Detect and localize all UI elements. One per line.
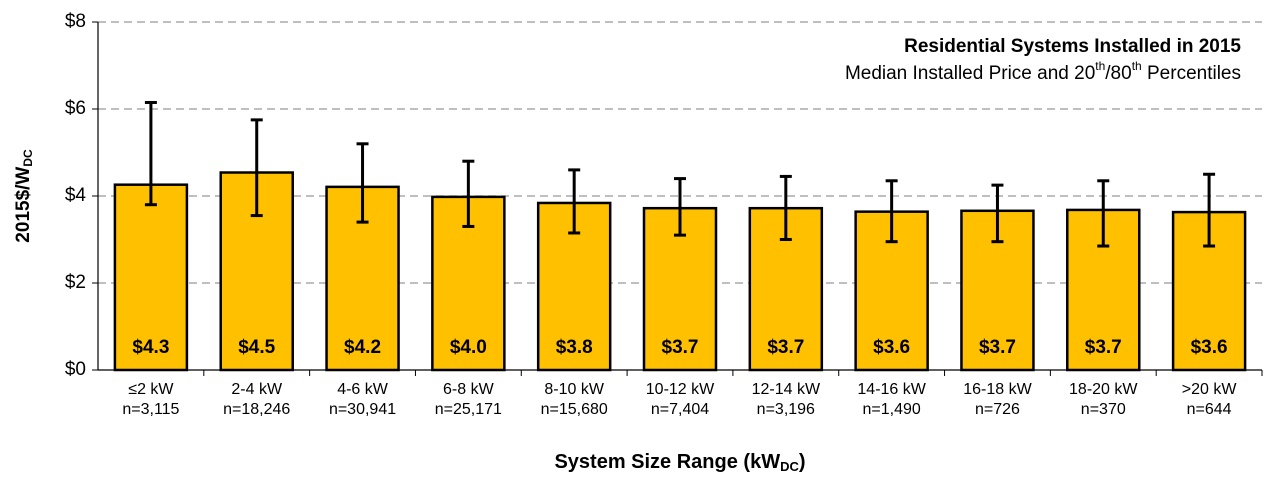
x-tick-label: 10-12 kW xyxy=(646,381,715,398)
x-tick-sample-size: n=1,490 xyxy=(862,401,920,418)
x-tick-label: >20 kW xyxy=(1182,381,1238,398)
x-tick-label: 2-4 kW xyxy=(231,381,283,398)
y-axis-title: 2015$/WDC xyxy=(13,149,35,243)
value-label: $3.7 xyxy=(767,337,804,358)
x-tick-label: 6-8 kW xyxy=(443,381,495,398)
x-tick-sample-size: n=30,941 xyxy=(329,401,396,418)
value-label: $4.2 xyxy=(344,337,381,358)
value-label: $3.7 xyxy=(1085,337,1122,358)
value-label: $4.0 xyxy=(450,337,487,358)
x-tick-sample-size: n=3,115 xyxy=(122,401,179,418)
value-label: $3.6 xyxy=(1191,337,1228,358)
y-tick-label: $4 xyxy=(65,185,87,206)
x-tick-label: 16-18 kW xyxy=(963,381,1032,398)
subtitle-sup: th xyxy=(1095,59,1105,73)
x-tick-label: 18-20 kW xyxy=(1069,381,1138,398)
value-label: $4.5 xyxy=(238,337,275,358)
y-axis-title-sub: DC xyxy=(21,149,35,167)
y-tick-label: $8 xyxy=(65,11,86,32)
x-tick-sample-size: n=7,404 xyxy=(651,401,709,418)
x-tick-label: 8-10 kW xyxy=(544,381,604,398)
x-tick-sample-size: n=3,196 xyxy=(757,401,815,418)
value-label: $3.7 xyxy=(979,337,1016,358)
bar xyxy=(1066,208,1141,372)
x-tick-label: ≤2 kW xyxy=(128,381,174,398)
value-label: $3.7 xyxy=(662,337,699,358)
chart-subtitle: Median Installed Price and 20th/80th Per… xyxy=(845,59,1241,84)
value-label: $4.3 xyxy=(132,337,169,358)
x-axis-title: System Size Range (kWDC) xyxy=(554,451,805,474)
x-tick-sample-size: n=25,171 xyxy=(435,401,502,418)
x-tick-sample-size: n=15,680 xyxy=(541,401,608,418)
bar xyxy=(1171,210,1247,372)
x-tick-sample-size: n=370 xyxy=(1081,401,1126,418)
y-axis-title-text: 2015$/W xyxy=(13,167,34,243)
x-tick-label: 14-16 kW xyxy=(857,381,926,398)
y-tick-label: $0 xyxy=(65,359,86,380)
value-label: $3.6 xyxy=(873,337,910,358)
subtitle-sup: th xyxy=(1132,59,1142,73)
value-label: $3.8 xyxy=(556,337,593,358)
x-axis-title-text: System Size Range (kW xyxy=(554,451,780,473)
subtitle-text: /80 xyxy=(1105,63,1131,84)
x-tick-label: 4-6 kW xyxy=(337,381,389,398)
x-tick-sample-size: n=726 xyxy=(975,401,1020,418)
chart-title: Residential Systems Installed in 2015 xyxy=(904,36,1241,57)
subtitle-text: Percentiles xyxy=(1142,63,1241,84)
x-tick-label: 12-14 kW xyxy=(752,381,821,398)
x-tick-sample-size: n=18,246 xyxy=(223,401,290,418)
bar xyxy=(113,183,189,372)
x-axis-title-text: ) xyxy=(799,451,806,473)
y-tick-label: $2 xyxy=(65,272,86,293)
subtitle-text: Median Installed Price and 20 xyxy=(845,63,1095,84)
x-axis-title-sub: DC xyxy=(780,459,799,474)
y-tick-label: $6 xyxy=(65,98,86,119)
x-tick-sample-size: n=644 xyxy=(1187,401,1232,418)
